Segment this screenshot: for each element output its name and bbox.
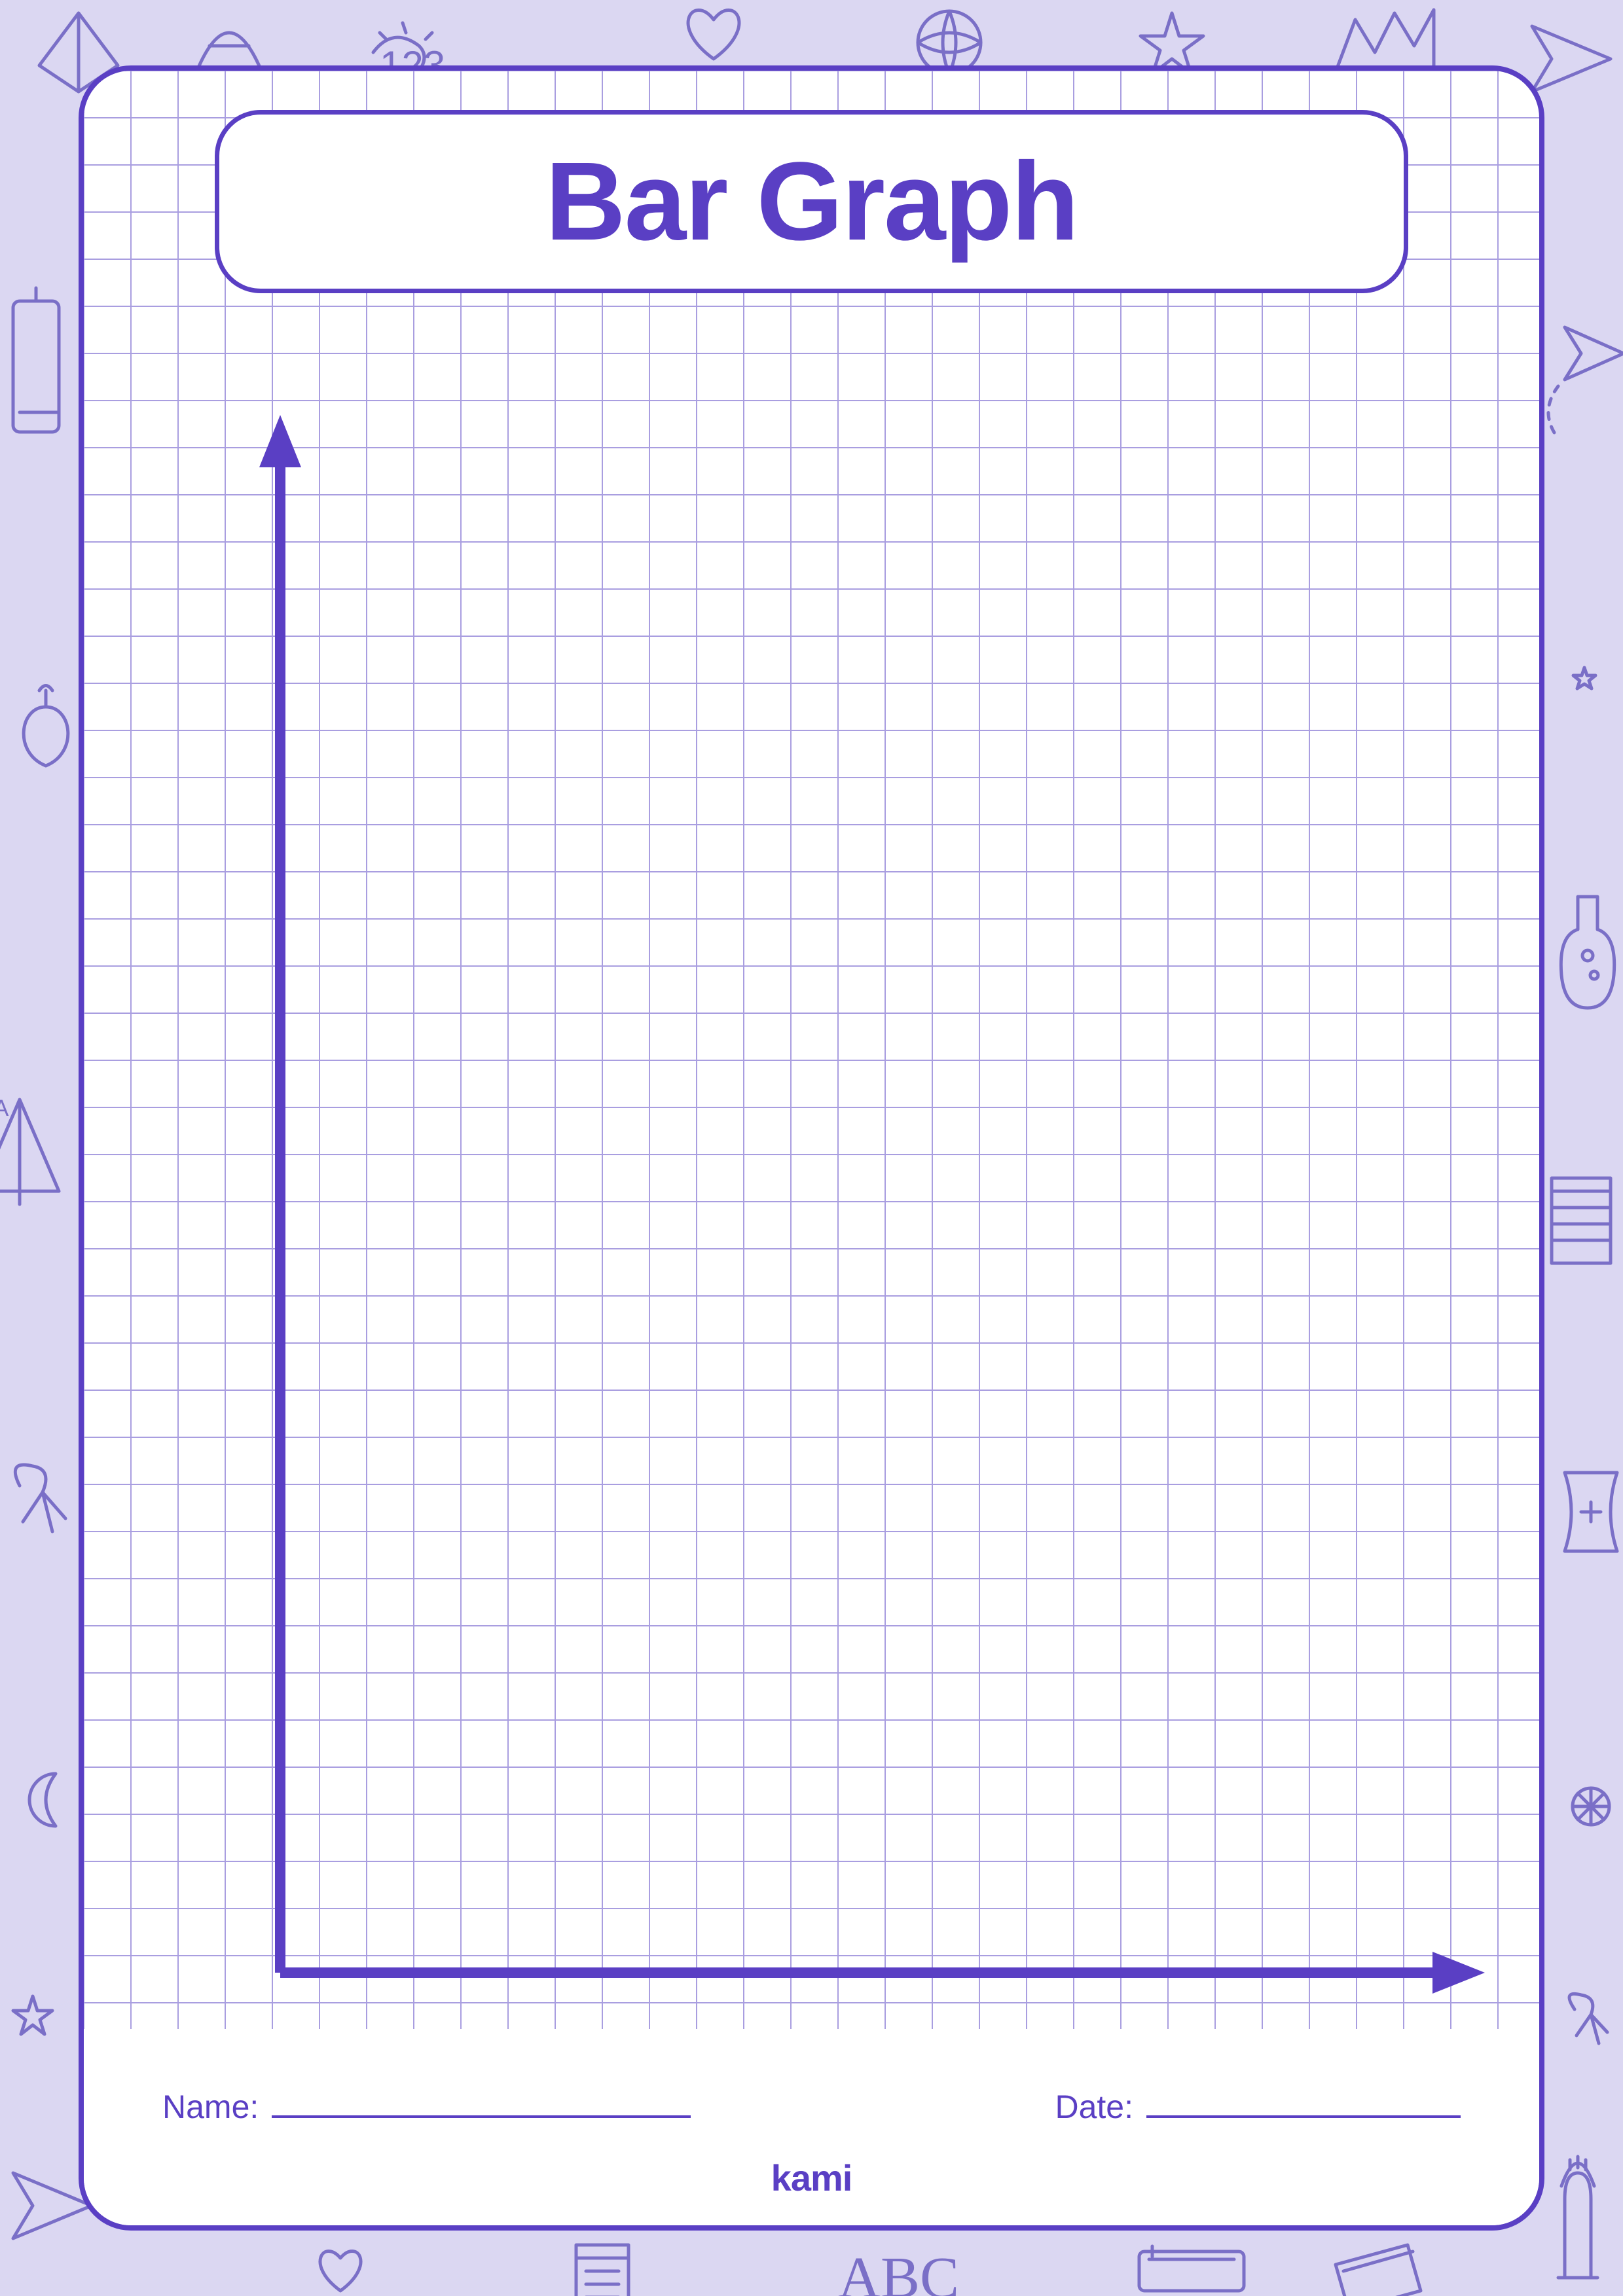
- page-title: Bar Graph: [545, 137, 1078, 266]
- title-box: Bar Graph: [215, 110, 1408, 293]
- name-field: Name:: [162, 2088, 691, 2126]
- worksheet-card: Bar Graph Name: Date: kami: [79, 65, 1544, 2231]
- footer: Name: Date: kami: [84, 2029, 1539, 2225]
- date-label: Date:: [1055, 2088, 1133, 2126]
- name-label: Name:: [162, 2088, 259, 2126]
- brand-logo: kami: [771, 2157, 852, 2199]
- name-input-line[interactable]: [272, 2092, 691, 2118]
- grid-background: [84, 71, 1539, 2034]
- date-field: Date:: [1055, 2088, 1461, 2126]
- date-input-line[interactable]: [1146, 2092, 1461, 2118]
